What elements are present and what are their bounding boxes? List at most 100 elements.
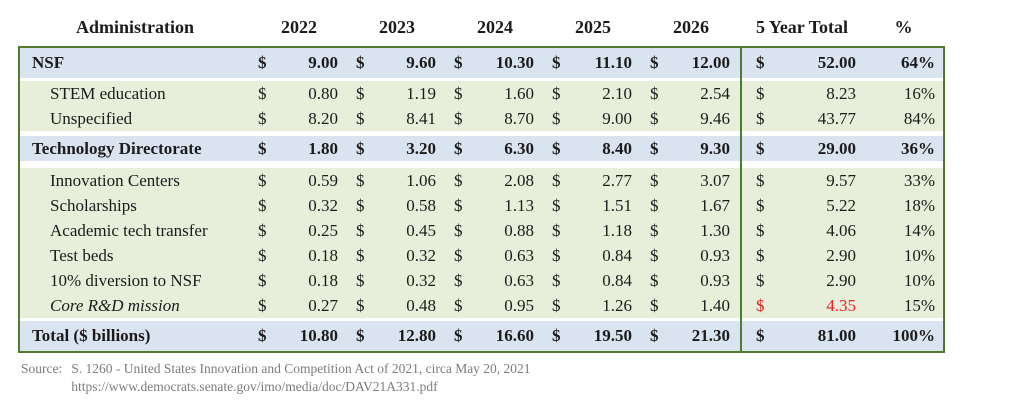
dollar-sign: $ bbox=[454, 245, 463, 265]
amount: 1.40 bbox=[700, 295, 730, 315]
dollar-sign: $ bbox=[258, 295, 267, 315]
year-value-cell: $0.95 bbox=[446, 296, 544, 316]
year-value-cell: $21.30 bbox=[642, 326, 740, 346]
dollar-sign: $ bbox=[454, 295, 463, 315]
dollar-sign: $ bbox=[454, 138, 463, 158]
amount: 4.06 bbox=[826, 220, 856, 240]
column-header-2026: 2026 bbox=[673, 16, 709, 37]
amount: 2.08 bbox=[504, 170, 534, 190]
year-value-cell: $3.07 bbox=[642, 171, 740, 191]
amount: 9.57 bbox=[826, 170, 856, 190]
year-value-cell: $11.10 bbox=[544, 53, 642, 73]
amount: 8.20 bbox=[308, 108, 338, 128]
dollar-sign: $ bbox=[756, 108, 765, 128]
year-value-cell: $8.41 bbox=[348, 109, 446, 129]
five-year-total-cell: $81.00 bbox=[740, 326, 864, 346]
dollar-sign: $ bbox=[356, 326, 365, 345]
amount: 0.48 bbox=[406, 295, 436, 315]
amount: 0.32 bbox=[406, 270, 436, 290]
dollar-sign: $ bbox=[650, 138, 659, 158]
year-value-cell: $0.45 bbox=[348, 221, 446, 241]
table-row: Technology Directorate $1.80 $3.20 $6.30 $8.… bbox=[20, 136, 943, 161]
row-label: NSF bbox=[32, 53, 65, 72]
year-value-cell: $1.67 bbox=[642, 196, 740, 216]
row-label: 10% diversion to NSF bbox=[50, 270, 202, 290]
five-year-total-cell: $2.90 bbox=[740, 246, 864, 266]
dollar-sign: $ bbox=[552, 83, 561, 103]
year-value-cell: $0.58 bbox=[348, 196, 446, 216]
dollar-sign: $ bbox=[356, 170, 365, 190]
year-value-cell: $8.70 bbox=[446, 109, 544, 129]
amount: 9.00 bbox=[308, 53, 338, 72]
amount: 9.60 bbox=[406, 53, 436, 72]
year-value-cell: $1.18 bbox=[544, 221, 642, 241]
dollar-sign: $ bbox=[356, 195, 365, 215]
amount: 8.23 bbox=[826, 83, 856, 103]
table-row: Total ($ billions) $10.80 $12.80 $16.60 $19.… bbox=[20, 321, 943, 351]
dollar-sign: $ bbox=[756, 138, 765, 158]
source-lines: S. 1260 - United States Innovation and C… bbox=[71, 360, 530, 396]
dollar-sign: $ bbox=[756, 220, 765, 240]
year-value-cell: $1.06 bbox=[348, 171, 446, 191]
dollar-sign: $ bbox=[552, 138, 561, 158]
percent-cell: 10% bbox=[903, 270, 935, 290]
dollar-sign: $ bbox=[552, 108, 561, 128]
year-value-cell: $19.50 bbox=[544, 326, 642, 346]
dollar-sign: $ bbox=[454, 195, 463, 215]
dollar-sign: $ bbox=[454, 326, 463, 345]
dollar-sign: $ bbox=[756, 326, 765, 345]
percent-cell: 16% bbox=[903, 83, 935, 103]
dollar-sign: $ bbox=[356, 83, 365, 103]
column-header-2023: 2023 bbox=[379, 16, 415, 37]
year-value-cell: $1.60 bbox=[446, 84, 544, 104]
amount: 43.77 bbox=[817, 108, 856, 128]
percent-cell: 36% bbox=[901, 138, 935, 158]
amount: 8.40 bbox=[602, 138, 632, 158]
budget-table-page: Administration 2022 2023 2024 2025 2026 … bbox=[18, 16, 945, 396]
table-row: 10% diversion to NSF $0.18 $0.32 $0.63 $0.84… bbox=[20, 268, 943, 293]
dollar-sign: $ bbox=[650, 170, 659, 190]
amount: 1.19 bbox=[406, 83, 436, 103]
year-value-cell: $0.63 bbox=[446, 246, 544, 266]
dollar-sign: $ bbox=[454, 83, 463, 103]
dollar-sign: $ bbox=[756, 295, 765, 315]
amount: 10.30 bbox=[495, 53, 534, 72]
dollar-sign: $ bbox=[552, 170, 561, 190]
percent-cell: 100% bbox=[892, 326, 936, 345]
dollar-sign: $ bbox=[356, 138, 365, 158]
year-value-cell: $3.20 bbox=[348, 139, 446, 159]
year-value-cell: $0.80 bbox=[250, 84, 348, 104]
row-label: Technology Directorate bbox=[32, 138, 202, 158]
dollar-sign: $ bbox=[356, 295, 365, 315]
dollar-sign: $ bbox=[552, 326, 561, 345]
amount: 1.13 bbox=[504, 195, 534, 215]
dollar-sign: $ bbox=[454, 270, 463, 290]
amount: 52.00 bbox=[817, 53, 856, 72]
percent-cell: 10% bbox=[903, 245, 935, 265]
row-label: Total ($ billions) bbox=[32, 326, 151, 345]
amount: 1.60 bbox=[504, 83, 534, 103]
dollar-sign: $ bbox=[356, 220, 365, 240]
amount: 0.63 bbox=[504, 245, 534, 265]
dollar-sign: $ bbox=[552, 195, 561, 215]
amount: 12.00 bbox=[691, 53, 730, 72]
amount: 1.18 bbox=[602, 220, 632, 240]
amount: 0.32 bbox=[406, 245, 436, 265]
amount: 0.63 bbox=[504, 270, 534, 290]
dollar-sign: $ bbox=[650, 326, 659, 345]
amount: 3.07 bbox=[700, 170, 730, 190]
dollar-sign: $ bbox=[552, 270, 561, 290]
year-value-cell: $2.77 bbox=[544, 171, 642, 191]
percent-cell: 84% bbox=[903, 108, 935, 128]
year-value-cell: $9.46 bbox=[642, 109, 740, 129]
year-value-cell: $2.08 bbox=[446, 171, 544, 191]
dollar-sign: $ bbox=[258, 53, 267, 72]
amount: 5.22 bbox=[826, 195, 856, 215]
five-year-total-cell: $52.00 bbox=[740, 53, 864, 73]
table-row: STEM education $0.80 $1.19 $1.60 $2.10 $2.54 $… bbox=[20, 81, 943, 106]
year-value-cell: $1.13 bbox=[446, 196, 544, 216]
table-row: Scholarships $0.32 $0.58 $1.13 $1.51 $1.67 $5.… bbox=[20, 193, 943, 218]
amount: 12.80 bbox=[397, 326, 436, 345]
year-value-cell: $0.48 bbox=[348, 296, 446, 316]
amount: 0.58 bbox=[406, 195, 436, 215]
